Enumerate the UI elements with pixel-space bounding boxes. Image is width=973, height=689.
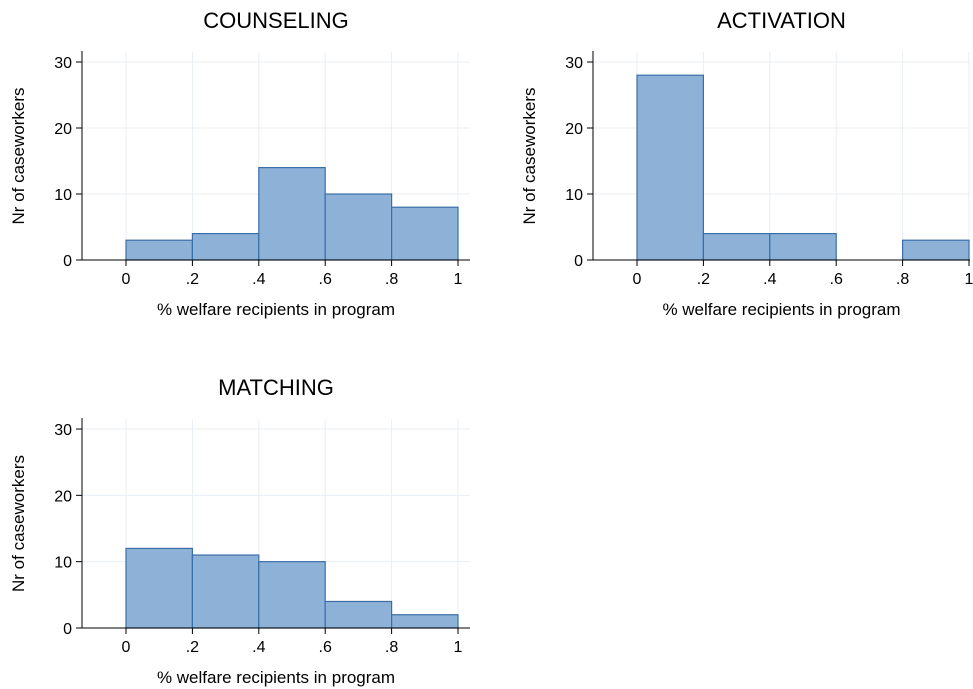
- histogram-bar: [636, 74, 705, 261]
- x-tick-label: 0: [122, 271, 131, 288]
- chart-title: MATCHING: [218, 375, 334, 400]
- x-tick-label: .6: [319, 271, 332, 288]
- histogram-bar: [258, 167, 326, 261]
- x-axis-label: % welfare recipients in program: [157, 300, 395, 319]
- y-axis-label: Nr of caseworkers: [9, 455, 28, 592]
- x-tick-label: .8: [896, 271, 909, 288]
- histogram-bar: [391, 614, 459, 629]
- y-tick-label: 0: [63, 621, 72, 638]
- chart-title: ACTIVATION: [717, 8, 846, 33]
- histogram-bar: [391, 206, 459, 261]
- x-tick-label: .8: [385, 271, 398, 288]
- histogram-bar: [191, 233, 260, 261]
- y-axis-label: Nr of caseworkers: [9, 88, 28, 225]
- x-tick-label: .4: [252, 271, 265, 288]
- x-tick-label: 1: [965, 271, 973, 288]
- histogram-bar: [901, 239, 970, 261]
- y-tick-label: 0: [63, 253, 72, 270]
- x-tick-label: .2: [186, 639, 199, 656]
- histogram-bar: [125, 239, 194, 261]
- histogram-bar: [191, 554, 260, 629]
- histogram-bar: [125, 547, 194, 629]
- histogram-bar: [324, 193, 393, 261]
- x-tick-label: .8: [385, 639, 398, 656]
- y-tick-label: 10: [54, 555, 72, 572]
- x-tick-label: .2: [186, 271, 199, 288]
- panel-matching: 0 10 20 30 0 .2 .4 .6 .8 1 MATCHING % welfare recip…: [9, 375, 470, 687]
- y-tick-label: 10: [565, 187, 583, 204]
- y-tick-label: 20: [54, 121, 72, 138]
- chart-title: COUNSELING: [203, 8, 348, 33]
- x-tick-label: .4: [252, 639, 265, 656]
- y-tick-label: 10: [54, 187, 72, 204]
- x-tick-label: 0: [122, 639, 131, 656]
- y-tick-label: 30: [54, 422, 72, 439]
- x-tick-label: 1: [454, 639, 463, 656]
- x-tick-label: .2: [697, 271, 710, 288]
- x-axis-label: % welfare recipients in program: [157, 668, 395, 687]
- y-tick-label: 0: [574, 253, 583, 270]
- histogram-bar: [258, 561, 326, 629]
- x-tick-label: 1: [454, 271, 463, 288]
- x-tick-label: .4: [763, 271, 776, 288]
- y-tick-label: 30: [54, 55, 72, 72]
- y-tick-label: 30: [565, 55, 583, 72]
- histogram-bar: [702, 233, 771, 261]
- x-tick-label: .6: [319, 639, 332, 656]
- panel-counseling: 0 10 20 30 0 .2 .4 .6 .8 1 COUNSELING % welfare rec…: [9, 8, 470, 319]
- panel-activation: 0 10 20 30 0 .2 .4 .6 .8 1 ACTIVATION % welfare rec…: [520, 8, 973, 319]
- x-tick-label: 0: [633, 271, 642, 288]
- x-axis-label: % welfare recipients in program: [662, 300, 900, 319]
- x-tick-label: .6: [830, 271, 843, 288]
- y-axis-label: Nr of caseworkers: [520, 88, 539, 225]
- y-tick-label: 20: [565, 121, 583, 138]
- y-tick-label: 20: [54, 488, 72, 505]
- histogram-bar: [324, 600, 393, 629]
- histogram-bar: [769, 233, 837, 261]
